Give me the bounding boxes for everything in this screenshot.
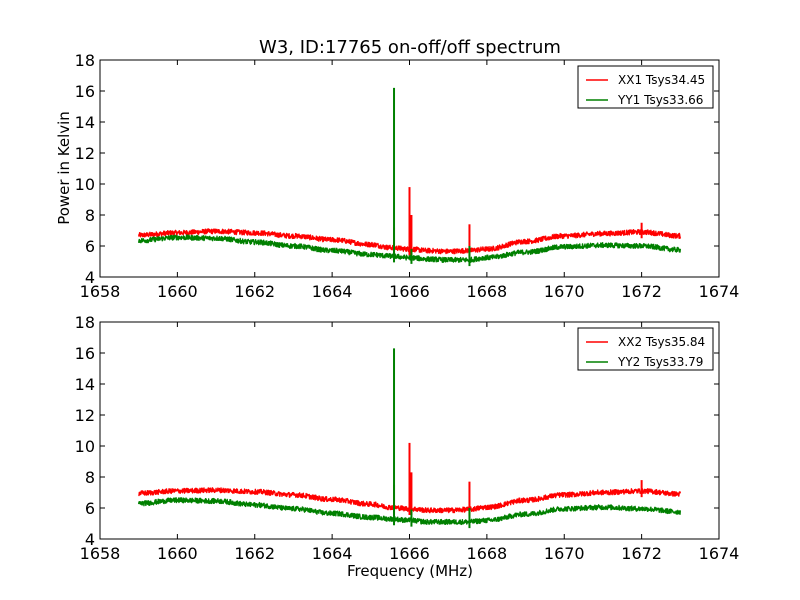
legend-box	[577, 65, 714, 109]
x-tick-label: 1668	[467, 544, 508, 563]
x-tick-label: 1660	[157, 544, 198, 563]
x-tick-label: 1670	[544, 282, 585, 301]
legend-box	[577, 327, 714, 371]
x-tick-label: 1660	[157, 282, 198, 301]
y-tick-label: 14	[75, 113, 95, 132]
series-line-2	[137, 234, 682, 263]
y-tick-label: 4	[85, 530, 95, 549]
y-tick-label: 16	[75, 344, 95, 363]
y-tick-label: 4	[85, 268, 95, 287]
legend-entry: YY1 Tsys33.66	[617, 93, 703, 107]
x-tick-label: 1664	[312, 282, 353, 301]
y-tick-label: 8	[85, 468, 95, 487]
y-tick-label: 10	[75, 437, 95, 456]
legend-entry: YY2 Tsys33.79	[617, 355, 703, 369]
x-tick-label: 1658	[80, 282, 121, 301]
x-tick-label: 1666	[389, 544, 430, 563]
x-tick-label: 1664	[312, 544, 353, 563]
x-tick-label: 1658	[80, 544, 121, 563]
series-line-2	[137, 497, 682, 526]
y-tick-label: 8	[85, 206, 95, 225]
x-tick-label: 1674	[699, 282, 740, 301]
top-panel: 1658 1660 1662 1664 1666 1668 1670 1672 1674 4 6 8 1…	[75, 51, 740, 301]
x-axis-label: Frequency (MHz)	[347, 562, 473, 580]
x-tick-label: 1670	[544, 544, 585, 563]
legend-entry: XX2 Tsys35.84	[618, 335, 705, 349]
y-tick-label: 14	[75, 375, 95, 394]
y-tick-label: 6	[85, 499, 95, 518]
x-tick-label: 1674	[699, 544, 740, 563]
y-tick-label: 18	[75, 313, 95, 332]
y-tick-label: 12	[75, 406, 95, 425]
legend-entry: XX1 Tsys34.45	[618, 73, 705, 87]
x-tick-label: 1668	[467, 282, 508, 301]
legend: XX1 Tsys34.45 YY1 Tsys33.66	[577, 65, 714, 109]
y-tick-label: 6	[85, 237, 95, 256]
y-tick-label: 12	[75, 144, 95, 163]
y-tick-label: 10	[75, 175, 95, 194]
x-tick-label: 1672	[621, 544, 662, 563]
x-tick-label: 1666	[389, 282, 430, 301]
chart-title: W3, ID:17765 on-off/off spectrum	[259, 37, 561, 58]
x-tick-label: 1672	[621, 282, 662, 301]
legend: XX2 Tsys35.84 YY2 Tsys33.79	[577, 327, 714, 371]
bottom-panel: 1658 1660 1662 1664 1666 1668 1670 1672 1674 4 6 8 1…	[75, 313, 740, 563]
y-tick-label: 18	[75, 51, 95, 70]
x-tick-label: 1662	[234, 544, 275, 563]
y-tick-label: 16	[75, 82, 95, 101]
x-tick-label: 1662	[234, 282, 275, 301]
y-axis-label: Power in Kelvin	[55, 111, 73, 225]
